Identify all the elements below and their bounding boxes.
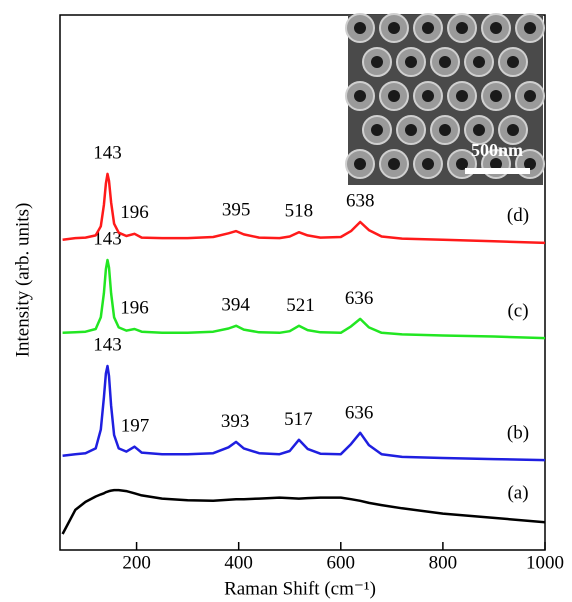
inset-hole (473, 124, 485, 136)
x-tick-label: 200 (122, 552, 151, 573)
inset-hole (371, 124, 383, 136)
peak-label: 196 (120, 202, 149, 223)
series-label: (b) (507, 423, 529, 444)
peak-label: 636 (345, 402, 374, 423)
inset-hole (354, 90, 366, 102)
inset-hole (490, 90, 502, 102)
inset-hole (456, 22, 468, 34)
peak-label: 395 (222, 199, 251, 220)
x-tick-label: 400 (224, 552, 253, 573)
peak-label: 638 (346, 190, 375, 211)
peak-label: 636 (345, 288, 374, 309)
inset-hole (439, 124, 451, 136)
series-label: (c) (507, 300, 528, 321)
x-tick-label: 800 (429, 552, 458, 573)
x-tick-label: 600 (327, 552, 356, 573)
inset-hole (405, 56, 417, 68)
peak-label: 143 (93, 334, 122, 355)
inset-hole (524, 90, 536, 102)
inset-hole (524, 158, 536, 170)
x-axis-title: Raman Shift (cm⁻¹) (224, 578, 376, 599)
plot-frame (59, 14, 546, 551)
series-label: (d) (507, 205, 529, 226)
inset-hole (405, 124, 417, 136)
inset-hole (388, 22, 400, 34)
inset-hole (473, 56, 485, 68)
inset-hole (490, 158, 502, 170)
inset-texture (345, 13, 545, 179)
peak-label: 393 (221, 411, 250, 432)
inset: 500nm (345, 13, 545, 185)
inset-hole (388, 158, 400, 170)
peak-label: 196 (120, 297, 149, 318)
x-tick-label: 1000 (526, 552, 564, 573)
scale-label: 500nm (471, 140, 523, 160)
inset-hole (456, 90, 468, 102)
inset-hole (354, 22, 366, 34)
inset-hole (371, 56, 383, 68)
series-line (62, 172, 546, 245)
peak-label: 143 (93, 142, 122, 163)
inset-hole (507, 124, 519, 136)
peak-label: 517 (284, 409, 313, 430)
inset-hole (524, 22, 536, 34)
inset-hole (456, 158, 468, 170)
peak-label: 197 (121, 416, 150, 437)
inset-hole (422, 90, 434, 102)
series-label: (a) (507, 483, 528, 504)
peak-label: 521 (286, 295, 315, 316)
peak-label: 518 (285, 201, 314, 222)
scale-bar (465, 168, 530, 174)
inset-hole (490, 22, 502, 34)
inset-hole (439, 56, 451, 68)
y-axis-title: Intensity (arb. units) (12, 203, 33, 358)
inset-hole (354, 158, 366, 170)
inset-hole (507, 56, 519, 68)
series-line (62, 364, 546, 462)
inset-hole (388, 90, 400, 102)
peak-label: 394 (221, 294, 250, 315)
inset-hole (422, 158, 434, 170)
inset-hole (422, 22, 434, 34)
peak-label: 143 (93, 228, 122, 249)
series-line (62, 258, 546, 340)
series-line (61, 488, 546, 535)
